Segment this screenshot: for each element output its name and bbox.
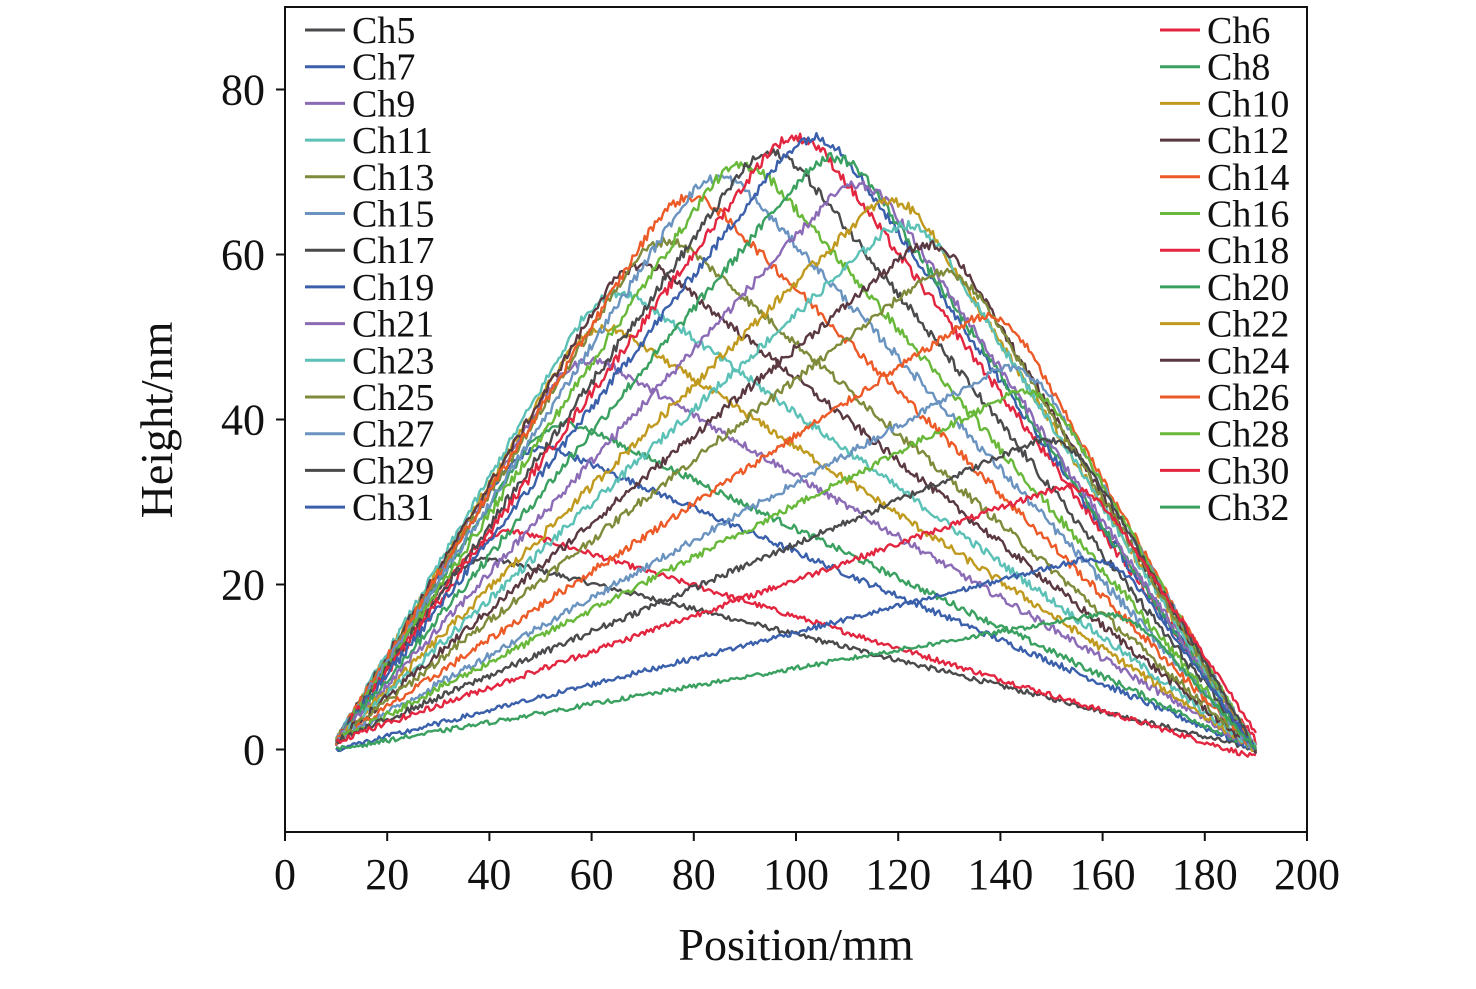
legend-item-ch17: Ch17 bbox=[305, 230, 434, 272]
legend-item-ch8: Ch8 bbox=[1160, 47, 1270, 89]
x-tick-label: 80 bbox=[672, 850, 716, 899]
series-line-ch14 bbox=[334, 193, 1257, 751]
legend-label: Ch26 bbox=[1207, 377, 1289, 419]
series-line-ch32 bbox=[336, 611, 1257, 751]
series-line-ch20 bbox=[334, 151, 1258, 753]
series-line-ch31 bbox=[335, 555, 1257, 753]
legend-item-ch12: Ch12 bbox=[1160, 120, 1289, 162]
x-tick-label: 20 bbox=[365, 850, 409, 899]
legend-label: Ch27 bbox=[352, 414, 434, 456]
legend-label: Ch9 bbox=[352, 83, 415, 125]
series-line-ch29 bbox=[335, 436, 1257, 752]
legend-item-ch10: Ch10 bbox=[1160, 83, 1289, 125]
legend-label: Ch14 bbox=[1207, 157, 1289, 199]
legend-item-ch9: Ch9 bbox=[305, 83, 415, 125]
y-tick-label: 60 bbox=[221, 231, 265, 280]
legend-item-ch28: Ch28 bbox=[1160, 414, 1289, 456]
legend-label: Ch12 bbox=[1207, 120, 1289, 162]
legend-item-ch32: Ch32 bbox=[1160, 487, 1289, 529]
series-line-ch11 bbox=[334, 288, 1258, 753]
legend-item-ch19: Ch19 bbox=[305, 267, 434, 309]
series-line-ch26 bbox=[334, 311, 1257, 751]
plot-area bbox=[334, 132, 1258, 758]
legend-item-ch29: Ch29 bbox=[305, 450, 434, 492]
x-tick-label: 180 bbox=[1172, 850, 1238, 899]
series-line-ch25 bbox=[335, 267, 1257, 749]
x-tick-label: 140 bbox=[967, 850, 1033, 899]
legend-label: Ch28 bbox=[1207, 414, 1289, 456]
legend-item-ch23: Ch23 bbox=[305, 340, 434, 382]
legend-item-ch16: Ch16 bbox=[1160, 194, 1289, 236]
legend-label: Ch7 bbox=[352, 47, 415, 89]
x-tick-label: 100 bbox=[763, 850, 829, 899]
legend-label: Ch13 bbox=[352, 157, 434, 199]
legend-item-ch26: Ch26 bbox=[1160, 377, 1289, 419]
legend-label: Ch32 bbox=[1207, 487, 1289, 529]
legend-item-ch14: Ch14 bbox=[1160, 157, 1289, 199]
x-tick-label: 160 bbox=[1070, 850, 1136, 899]
legend-label: Ch17 bbox=[352, 230, 434, 272]
legend-item-ch13: Ch13 bbox=[305, 157, 434, 199]
y-axis: 0 20 40 60 80 bbox=[221, 66, 285, 775]
legend-label: Ch29 bbox=[352, 450, 434, 492]
legend-label: Ch8 bbox=[1207, 47, 1270, 89]
legend-item-ch24: Ch24 bbox=[1160, 340, 1289, 382]
x-tick-label: 60 bbox=[570, 850, 614, 899]
legend-item-ch27: Ch27 bbox=[305, 414, 434, 456]
legend-label: Ch25 bbox=[352, 377, 434, 419]
series-line-ch6 bbox=[335, 528, 1257, 758]
legend-label: Ch20 bbox=[1207, 267, 1289, 309]
legend-item-ch21: Ch21 bbox=[305, 304, 434, 346]
x-axis-label: Position/mm bbox=[678, 919, 913, 970]
x-axis: 0 20 40 60 80 100 120 140 160 180 200 bbox=[274, 832, 1340, 899]
legend-label: Ch19 bbox=[352, 267, 434, 309]
legend-item-ch20: Ch20 bbox=[1160, 267, 1289, 309]
legend-label: Ch23 bbox=[352, 340, 434, 382]
legend-label: Ch24 bbox=[1207, 340, 1289, 382]
plot-frame bbox=[284, 6, 1308, 833]
series-line-ch5 bbox=[335, 556, 1257, 753]
series-line-ch21 bbox=[334, 180, 1258, 752]
legend-item-ch7: Ch7 bbox=[305, 47, 415, 89]
legend-item-ch25: Ch25 bbox=[305, 377, 434, 419]
legend-item-ch31: Ch31 bbox=[305, 487, 434, 529]
series-line-ch15 bbox=[335, 174, 1257, 751]
y-tick-label: 40 bbox=[221, 396, 265, 445]
legend-label: Ch5 bbox=[352, 10, 415, 52]
y-tick-label: 80 bbox=[221, 66, 265, 115]
series-line-ch18 bbox=[335, 132, 1258, 746]
y-tick-label: 20 bbox=[221, 561, 265, 610]
legend-item-ch18: Ch18 bbox=[1160, 230, 1289, 272]
legend-item-ch30: Ch30 bbox=[1160, 450, 1289, 492]
series-line-ch16 bbox=[334, 160, 1257, 752]
y-tick-label: 0 bbox=[243, 726, 265, 775]
legend-label: Ch16 bbox=[1207, 194, 1289, 236]
legend-label: Ch18 bbox=[1207, 230, 1289, 272]
legend-item-ch11: Ch11 bbox=[305, 120, 433, 162]
series-line-ch17 bbox=[334, 148, 1258, 754]
x-tick-label: 200 bbox=[1274, 850, 1340, 899]
series-line-ch30 bbox=[335, 483, 1257, 744]
legend-label: Ch11 bbox=[352, 120, 433, 162]
legend-item-ch15: Ch15 bbox=[305, 194, 434, 236]
legend-item-ch6: Ch6 bbox=[1160, 10, 1270, 52]
x-tick-label: 120 bbox=[865, 850, 931, 899]
legend-label: Ch15 bbox=[352, 194, 434, 236]
x-tick-label: 40 bbox=[467, 850, 511, 899]
legend-label: Ch30 bbox=[1207, 450, 1289, 492]
legend-label: Ch31 bbox=[352, 487, 434, 529]
legend-label: Ch10 bbox=[1207, 83, 1289, 125]
series-line-ch28 bbox=[336, 388, 1257, 749]
y-axis-label: Height/nm bbox=[131, 321, 182, 518]
legend-label: Ch21 bbox=[352, 304, 434, 346]
x-tick-label: 0 bbox=[274, 850, 296, 899]
legend-item-ch5: Ch5 bbox=[305, 10, 415, 52]
legend-item-ch22: Ch22 bbox=[1160, 304, 1289, 346]
legend-label: Ch6 bbox=[1207, 10, 1270, 52]
legend-label: Ch22 bbox=[1207, 304, 1289, 346]
